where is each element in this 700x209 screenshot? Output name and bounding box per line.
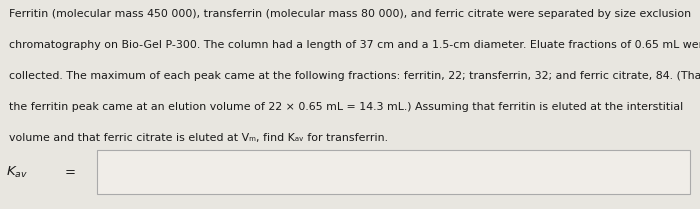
- Text: Ferritin (molecular mass 450 000), transferrin (molecular mass 80 000), and ferr: Ferritin (molecular mass 450 000), trans…: [9, 9, 691, 19]
- Text: chromatography on Bio-Gel P-300. The column had a length of 37 cm and a 1.5-cm d: chromatography on Bio-Gel P-300. The col…: [9, 40, 700, 50]
- Text: =: =: [65, 166, 76, 179]
- Text: the ferritin peak came at an elution volume of 22 × 0.65 mL = 14.3 mL.) Assuming: the ferritin peak came at an elution vol…: [9, 102, 683, 112]
- Text: volume and that ferric citrate is eluted at Vₘ, find Kₐᵥ for transferrin.: volume and that ferric citrate is eluted…: [9, 133, 388, 143]
- Text: $\mathit{K}_{\mathit{av}}$: $\mathit{K}_{\mathit{av}}$: [6, 165, 27, 180]
- Text: collected. The maximum of each peak came at the following fractions: ferritin, 2: collected. The maximum of each peak came…: [9, 71, 700, 81]
- FancyBboxPatch shape: [97, 150, 690, 194]
